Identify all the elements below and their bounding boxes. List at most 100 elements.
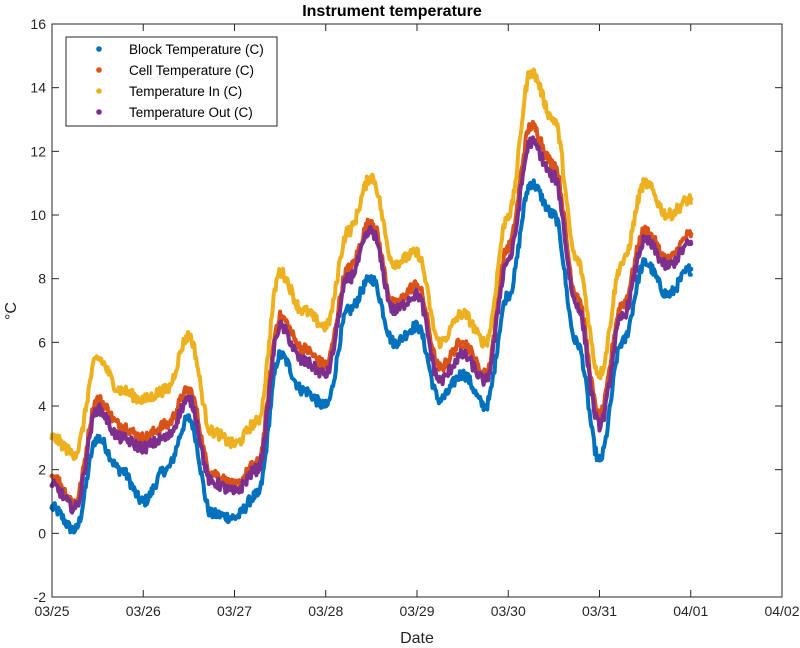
x-tick-label: 03/28: [308, 603, 343, 619]
data-point: [368, 228, 374, 234]
data-point: [642, 228, 648, 234]
x-tick-label: 03/25: [34, 603, 69, 619]
data-point: [619, 339, 625, 345]
data-point: [254, 467, 260, 473]
data-point: [140, 435, 146, 441]
data-point: [619, 301, 625, 307]
data-point: [391, 260, 397, 266]
data-point: [597, 422, 602, 428]
data-point: [551, 161, 557, 167]
data-point: [551, 117, 557, 122]
x-tick-label: 04/02: [764, 603, 799, 619]
data-point: [505, 292, 511, 298]
data-point: [346, 266, 352, 272]
y-tick-label: 6: [38, 334, 46, 350]
data-point: [665, 263, 671, 269]
data-point: [117, 435, 123, 441]
data-point: [688, 266, 694, 272]
data-point: [209, 429, 215, 434]
data-point: [186, 416, 192, 422]
data-point: [688, 241, 694, 247]
data-point: [277, 314, 283, 320]
x-tick-label: 03/29: [399, 603, 434, 619]
y-tick-label: 8: [38, 271, 46, 287]
data-point: [665, 292, 671, 298]
data-point: [163, 435, 169, 441]
series-1: [49, 178, 694, 535]
data-point: [368, 174, 374, 180]
data-point: [528, 139, 534, 145]
data-point: [391, 308, 397, 313]
data-point: [186, 387, 192, 393]
y-tick-label: 2: [38, 462, 46, 478]
chart-title: Instrument temperature: [302, 3, 482, 20]
data-point: [551, 212, 557, 218]
data-point: [232, 441, 237, 447]
data-point: [574, 301, 580, 307]
y-tick-label: 0: [38, 525, 46, 541]
data-point: [300, 346, 306, 352]
data-point: [688, 196, 694, 202]
legend: Block Temperature (C) Cell Temperature (C…: [65, 36, 278, 127]
data-point: [414, 250, 420, 256]
data-point: [72, 451, 78, 457]
data-point: [300, 358, 306, 364]
data-point: [117, 387, 123, 393]
data-point: [368, 276, 374, 282]
legend-marker: [96, 88, 102, 94]
legend-marker: [96, 67, 102, 73]
data-point: [574, 339, 580, 345]
data-point: [209, 479, 215, 485]
data-point: [437, 339, 443, 345]
y-tick-label: 4: [38, 398, 46, 414]
data-point: [460, 352, 466, 358]
data-point: [391, 339, 397, 345]
data-point: [528, 123, 534, 129]
y-tick-label: -2: [34, 589, 47, 605]
data-point: [688, 231, 694, 237]
data-point: [505, 212, 511, 218]
data-point: [368, 218, 374, 224]
data-point: [619, 260, 625, 266]
data-point: [323, 371, 329, 377]
y-tick-label: 12: [30, 143, 46, 159]
data-point: [186, 333, 192, 339]
data-point: [140, 444, 146, 450]
data-point: [117, 422, 123, 428]
data-point: [254, 492, 260, 498]
data-point: [437, 397, 443, 403]
data-point: [597, 457, 602, 463]
legend-label: Temperature Out (C): [129, 105, 253, 120]
data-point: [95, 435, 101, 441]
legend-marker: [96, 109, 102, 115]
series-3: [49, 67, 694, 462]
legend-item: Temperature In (C): [96, 84, 242, 99]
data-point: [163, 387, 169, 393]
data-point: [482, 378, 488, 383]
data-point: [117, 467, 123, 473]
data-point: [140, 499, 146, 504]
data-point: [277, 323, 283, 329]
axis-ticks: 03/25 03/26 03/27 03/28 03/29 03/30 03/31 04/01…: [30, 16, 799, 619]
data-point: [277, 269, 283, 275]
data-point: [574, 257, 580, 263]
data-point: [95, 397, 101, 403]
data-point: [505, 244, 511, 250]
y-tick-label: 10: [30, 207, 46, 223]
data-point: [528, 69, 534, 75]
x-axis-label: Date: [400, 630, 434, 647]
data-point: [665, 212, 671, 218]
data-point: [642, 180, 648, 186]
x-tick-label: 03/30: [491, 603, 526, 619]
data-point: [163, 467, 169, 473]
x-tick-label: 03/26: [126, 603, 161, 619]
data-point: [232, 489, 237, 495]
data-point: [140, 397, 146, 403]
y-tick-label: 16: [30, 16, 46, 32]
x-tick-label: 04/01: [673, 603, 708, 619]
data-point: [323, 403, 329, 409]
data-point: [482, 339, 488, 345]
data-point: [95, 355, 101, 361]
data-point: [505, 257, 511, 263]
